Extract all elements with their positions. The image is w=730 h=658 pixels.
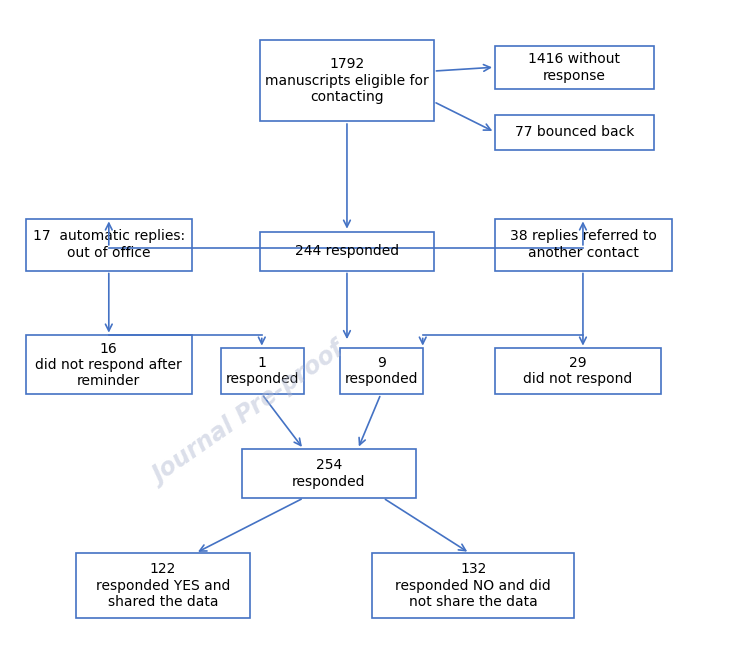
- Text: 122
responded YES and
shared the data: 122 responded YES and shared the data: [96, 563, 230, 609]
- Text: 1
responded: 1 responded: [226, 356, 299, 386]
- FancyBboxPatch shape: [495, 47, 653, 89]
- Text: 77 bounced back: 77 bounced back: [515, 126, 634, 139]
- Text: 254
responded: 254 responded: [292, 459, 366, 489]
- Text: 38 replies referred to
another contact: 38 replies referred to another contact: [510, 230, 657, 260]
- FancyBboxPatch shape: [220, 349, 304, 394]
- FancyBboxPatch shape: [495, 114, 653, 150]
- FancyBboxPatch shape: [495, 349, 661, 394]
- FancyBboxPatch shape: [26, 218, 192, 270]
- Text: 29
did not respond: 29 did not respond: [523, 356, 632, 386]
- FancyBboxPatch shape: [261, 40, 434, 121]
- FancyBboxPatch shape: [77, 553, 250, 618]
- Text: 1792
manuscripts eligible for
contacting: 1792 manuscripts eligible for contacting: [265, 57, 429, 104]
- Text: 17  automatic replies:
out of office: 17 automatic replies: out of office: [33, 230, 185, 260]
- FancyBboxPatch shape: [495, 218, 672, 270]
- FancyBboxPatch shape: [242, 449, 415, 498]
- FancyBboxPatch shape: [339, 349, 423, 394]
- FancyBboxPatch shape: [372, 553, 575, 618]
- FancyBboxPatch shape: [26, 336, 192, 394]
- Text: 16
did not respond after
reminder: 16 did not respond after reminder: [36, 342, 183, 388]
- Text: 1416 without
response: 1416 without response: [529, 53, 620, 83]
- Text: 244 responded: 244 responded: [295, 244, 399, 258]
- Text: 9
responded: 9 responded: [345, 356, 418, 386]
- FancyBboxPatch shape: [261, 232, 434, 270]
- Text: 132
responded NO and did
not share the data: 132 responded NO and did not share the d…: [396, 563, 551, 609]
- Text: Journal Pre-proof: Journal Pre-proof: [149, 338, 350, 489]
